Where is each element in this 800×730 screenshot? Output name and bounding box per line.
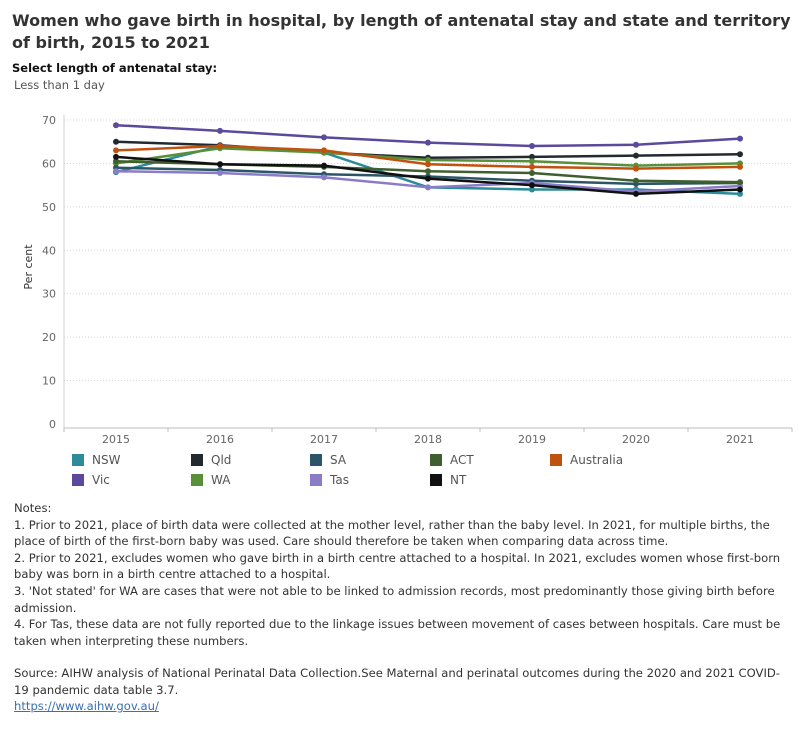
legend-label: ACT xyxy=(450,453,474,467)
y-axis-title: Per cent xyxy=(22,244,35,290)
y-tick-label: 70 xyxy=(42,114,56,127)
legend-swatch xyxy=(72,454,84,466)
source: Source: AIHW analysis of National Perina… xyxy=(14,665,794,715)
data-point-tas xyxy=(113,168,119,175)
legend-item-nsw[interactable]: NSW xyxy=(72,451,120,469)
legend-item-nt[interactable]: NT xyxy=(430,471,466,489)
filter-label: Select length of antenatal stay: xyxy=(12,61,218,75)
data-point-act xyxy=(633,177,639,184)
data-point-australia xyxy=(217,143,223,150)
data-point-vic xyxy=(529,143,535,150)
data-point-vic xyxy=(113,122,119,129)
legend-item-sa[interactable]: SA xyxy=(310,451,346,469)
legend-label: WA xyxy=(211,473,231,487)
data-point-tas xyxy=(321,174,327,181)
x-tick-label: 2021 xyxy=(726,433,754,446)
note-3: 3. 'Not stated' for WA are cases that we… xyxy=(14,583,775,615)
x-tick-label: 2017 xyxy=(310,433,338,446)
data-point-nt xyxy=(321,162,327,169)
data-point-qld xyxy=(633,152,639,159)
legend-swatch xyxy=(550,454,562,466)
legend-swatch xyxy=(430,454,442,466)
data-point-nsw xyxy=(529,186,535,193)
y-tick-label: 10 xyxy=(42,375,56,388)
chart-title: Women who gave birth in hospital, by len… xyxy=(12,11,791,52)
data-point-nt xyxy=(633,190,639,197)
y-tick-label: 40 xyxy=(42,244,56,257)
note-1: 1. Prior to 2021, place of birth data we… xyxy=(14,517,770,549)
data-point-act xyxy=(529,169,535,176)
data-point-wa xyxy=(425,156,431,163)
legend-item-wa[interactable]: WA xyxy=(191,471,230,489)
data-point-nt xyxy=(529,182,535,189)
data-point-act xyxy=(737,179,743,186)
data-point-qld xyxy=(529,153,535,160)
legend-label: NSW xyxy=(92,453,121,467)
data-point-act xyxy=(113,158,119,165)
x-tick-label: 2016 xyxy=(206,433,234,446)
data-point-australia xyxy=(425,161,431,168)
legend-swatch xyxy=(72,474,84,486)
legend-item-act[interactable]: ACT xyxy=(430,451,474,469)
y-tick-label: 30 xyxy=(42,288,56,301)
data-point-australia xyxy=(529,163,535,170)
data-point-australia xyxy=(737,163,743,170)
y-tick-label: 0 xyxy=(49,418,56,431)
note-4: 4. For Tas, these data are not fully rep… xyxy=(14,617,781,648)
data-point-vic xyxy=(737,135,743,142)
data-point-qld xyxy=(113,138,119,145)
x-tick-label: 2020 xyxy=(622,433,650,446)
data-point-vic xyxy=(633,141,639,148)
data-point-vic xyxy=(217,127,223,134)
y-tick-label: 50 xyxy=(42,201,56,214)
data-point-wa xyxy=(529,158,535,165)
legend-label: Vic xyxy=(92,473,110,487)
legend-item-tas[interactable]: Tas xyxy=(310,471,349,489)
legend-label: Australia xyxy=(570,453,624,467)
legend-swatch xyxy=(430,474,442,486)
legend-label: SA xyxy=(330,453,347,467)
data-point-australia xyxy=(113,147,119,154)
notes-heading: Notes: xyxy=(14,501,52,515)
x-tick-label: 2019 xyxy=(518,433,546,446)
line-chart: 0 10 20 30 40 50 60 70 2015 2016 2017 2018 2019 2020 2… xyxy=(22,114,793,446)
data-point-nsw xyxy=(737,190,743,197)
data-point-nt xyxy=(217,161,223,168)
data-point-vic xyxy=(321,134,327,141)
note-2: 2. Prior to 2021, excludes women who gav… xyxy=(14,550,781,582)
legend-swatch xyxy=(191,474,203,486)
legend-label: Tas xyxy=(330,473,349,487)
data-point-nt xyxy=(113,153,119,160)
data-point-act xyxy=(425,168,431,175)
legend-label: Qld xyxy=(211,453,232,467)
data-point-nt xyxy=(425,175,431,182)
legend-item-australia[interactable]: Australia xyxy=(550,451,623,469)
legend-label: NT xyxy=(450,473,467,487)
antenatal-stay-filter[interactable]: Less than 1 day xyxy=(14,78,105,92)
data-point-tas xyxy=(217,169,223,176)
notes: Notes: 1. Prior to 2021, place of birth … xyxy=(14,500,794,649)
data-point-australia xyxy=(633,165,639,172)
x-tick-label: 2018 xyxy=(414,433,442,446)
legend-swatch xyxy=(310,454,322,466)
data-point-vic xyxy=(425,139,431,146)
source-text: Source: AIHW analysis of National Perina… xyxy=(14,666,780,697)
legend-item-qld[interactable]: Qld xyxy=(191,451,231,469)
data-point-australia xyxy=(321,147,327,154)
legend-swatch xyxy=(310,474,322,486)
legend-swatch xyxy=(191,454,203,466)
x-tick-label: 2015 xyxy=(102,433,130,446)
source-link[interactable]: https://www.aihw.gov.au/ xyxy=(14,699,159,714)
data-point-tas xyxy=(425,184,431,191)
legend-item-vic[interactable]: Vic xyxy=(72,471,110,489)
y-tick-label: 20 xyxy=(42,331,56,344)
data-point-nt xyxy=(737,186,743,193)
y-tick-label: 60 xyxy=(42,157,56,170)
chart-legend: NSW Qld SA ACT Australia Vic WA Tas NT xyxy=(72,451,772,491)
data-point-qld xyxy=(737,151,743,158)
